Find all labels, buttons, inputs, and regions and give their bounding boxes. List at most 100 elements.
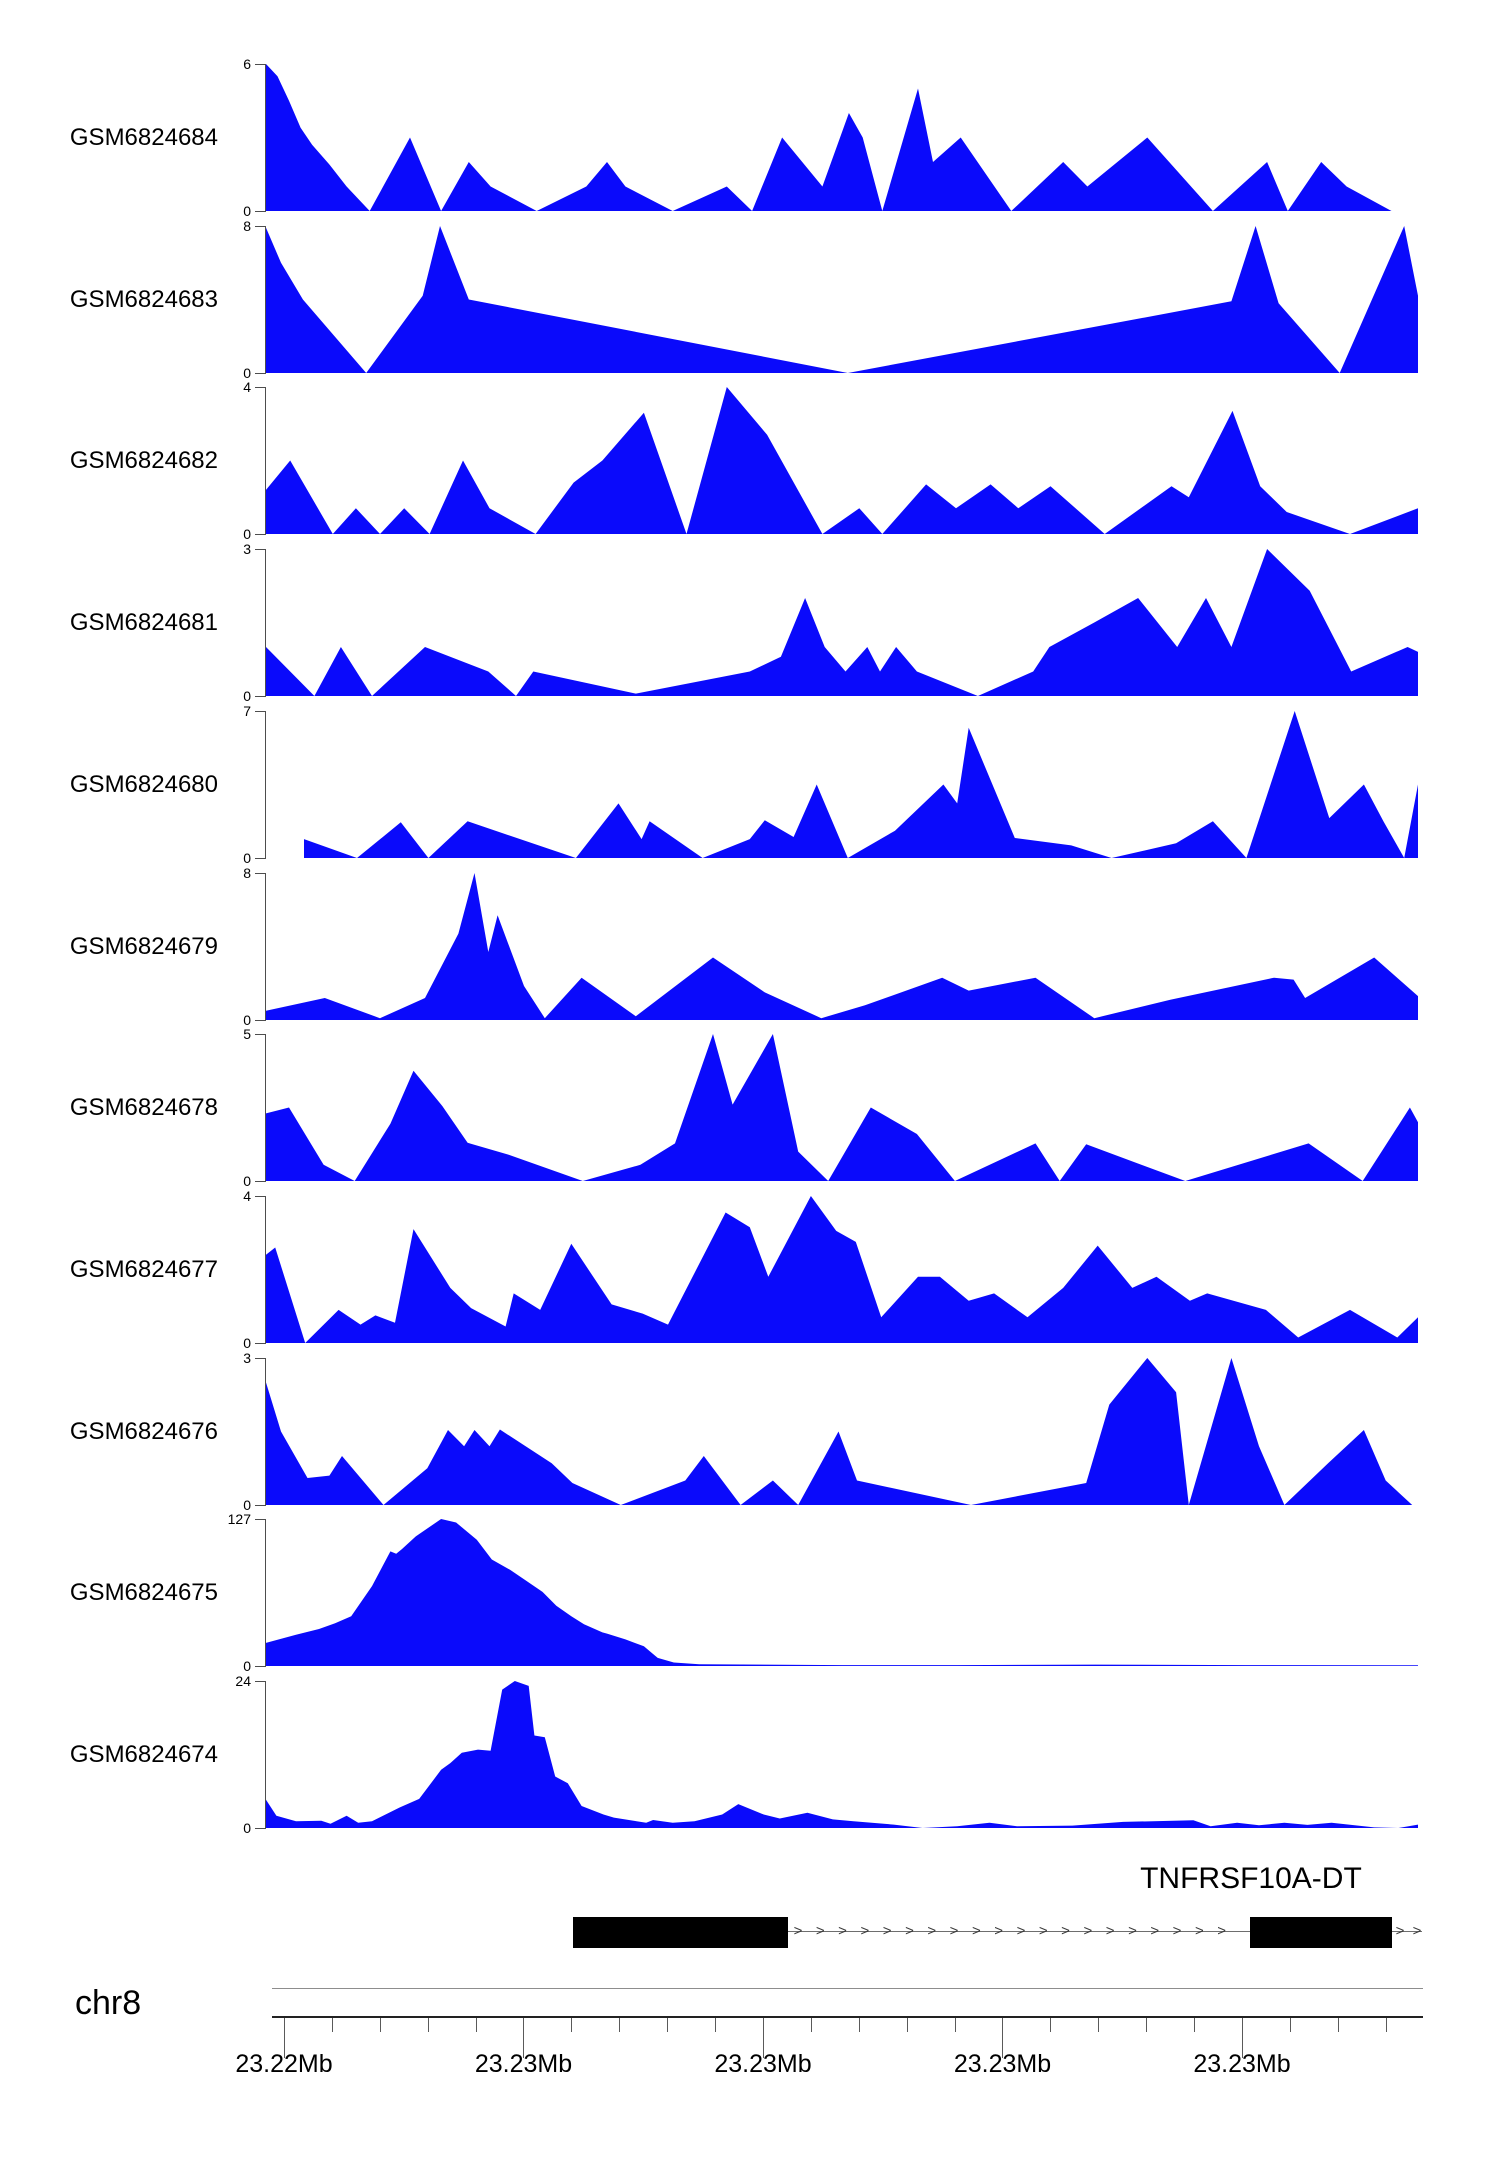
ruler-minor-tick xyxy=(331,2018,333,2032)
y-axis-top-tick xyxy=(255,873,265,874)
coverage-track-row: GSM6824683 8 0 xyxy=(0,218,1500,381)
y-axis-line xyxy=(265,387,266,535)
coverage-track-row: GSM6824681 3 0 xyxy=(0,541,1500,704)
ruler-minor-tick xyxy=(858,2018,860,2032)
coverage-signal-area xyxy=(266,1358,1413,1505)
coverage-track-row: GSM6824677 4 0 xyxy=(0,1188,1500,1351)
y-axis-top-tick xyxy=(255,1196,265,1197)
y-max-label: 3 xyxy=(243,541,251,557)
y-max-label: 24 xyxy=(235,1673,251,1689)
y-axis-top-tick xyxy=(255,1034,265,1035)
strand-arrow-icon: > xyxy=(1217,1922,1227,1940)
y-zero-label: 0 xyxy=(243,526,251,542)
strand-arrow-icon: > xyxy=(882,1922,892,1940)
strand-arrow-icon: > xyxy=(1150,1922,1160,1940)
ruler-minor-tick xyxy=(475,2018,477,2032)
y-axis-zero-tick xyxy=(255,1666,265,1667)
sample-label: GSM6824679 xyxy=(69,932,218,960)
ruler-minor-tick xyxy=(906,2018,908,2032)
y-axis-zero-tick xyxy=(255,1343,265,1344)
coverage-signal-area xyxy=(266,1681,1418,1828)
strand-arrow-icon: > xyxy=(1128,1922,1137,1940)
y-axis-line xyxy=(265,549,266,697)
strand-arrow-icon: > xyxy=(1061,1922,1070,1940)
y-axis-top-tick xyxy=(255,711,265,712)
sample-label: GSM6824675 xyxy=(69,1578,218,1606)
strand-arrow-icon: > xyxy=(1412,1922,1422,1940)
coverage-signal-area xyxy=(266,64,1392,211)
sample-label: GSM6824683 xyxy=(69,285,218,313)
y-max-label: 5 xyxy=(243,1026,251,1042)
coverage-signal-area xyxy=(266,226,1418,373)
y-axis-line xyxy=(265,711,266,859)
ruler-major-tick xyxy=(1002,2018,1004,2058)
y-axis-line xyxy=(265,1358,266,1506)
y-axis-top-tick xyxy=(255,226,265,227)
ruler-minor-tick xyxy=(427,2018,429,2032)
y-axis-line xyxy=(265,64,266,212)
ruler-minor-tick xyxy=(1337,2018,1339,2032)
coverage-signal-area xyxy=(266,1196,1418,1343)
coverage-track-row: GSM6824682 4 0 xyxy=(0,379,1500,542)
strand-arrow-icon: > xyxy=(905,1922,914,1940)
y-axis-zero-tick xyxy=(255,1181,265,1182)
y-max-label: 4 xyxy=(243,1188,251,1204)
y-max-label: 6 xyxy=(243,56,251,72)
exon-box xyxy=(573,1917,788,1948)
position-label: 23.23Mb xyxy=(474,2050,573,2078)
strand-arrow-icon: > xyxy=(1016,1922,1026,1940)
sample-label: GSM6824677 xyxy=(69,1255,218,1283)
position-label: 23.22Mb xyxy=(235,2050,333,2078)
y-max-label: 127 xyxy=(227,1511,251,1527)
y-axis-line xyxy=(265,873,266,1021)
coverage-signal-area xyxy=(266,549,1418,696)
y-max-label: 4 xyxy=(243,379,251,395)
y-axis-top-tick xyxy=(255,549,265,550)
coverage-signal-area xyxy=(266,1519,1418,1666)
y-zero-label: 0 xyxy=(243,850,251,866)
ruler-minor-tick xyxy=(571,2018,573,2032)
y-axis-zero-tick xyxy=(255,1020,265,1021)
y-zero-label: 0 xyxy=(243,1658,251,1674)
y-max-label: 8 xyxy=(243,218,251,234)
ruler-minor-tick xyxy=(667,2018,669,2032)
coverage-track-row: GSM6824684 6 0 xyxy=(0,56,1500,219)
strand-arrow-icon: > xyxy=(994,1922,1004,1940)
strand-arrow-icon: > xyxy=(1105,1922,1115,1940)
ruler-minor-tick xyxy=(715,2018,717,2032)
y-axis-zero-tick xyxy=(255,696,265,697)
y-axis-top-tick xyxy=(255,387,265,388)
y-axis-line xyxy=(265,1196,266,1344)
y-zero-label: 0 xyxy=(243,203,251,219)
coverage-track-row: GSM6824674 24 0 xyxy=(0,1673,1500,1836)
ruler-minor-tick xyxy=(1194,2018,1196,2032)
y-axis-top-tick xyxy=(255,1519,265,1520)
position-label: 23.23Mb xyxy=(953,2050,1052,2078)
y-axis-zero-tick xyxy=(255,1505,265,1506)
ruler-major-tick xyxy=(283,2018,285,2058)
ruler-minor-tick xyxy=(379,2018,381,2032)
ruler-major-tick xyxy=(1241,2018,1243,2058)
sample-label: GSM6824681 xyxy=(69,608,218,636)
ruler-axis-line xyxy=(271,2016,1423,2018)
ruler-minor-tick xyxy=(1385,2018,1387,2032)
strand-arrow-icon: > xyxy=(838,1922,847,1940)
strand-arrow-icon: > xyxy=(1194,1922,1204,1940)
coverage-signal-area xyxy=(266,1034,1418,1181)
y-axis-line xyxy=(265,1681,266,1829)
ruler-minor-tick xyxy=(1146,2018,1148,2032)
y-axis-zero-tick xyxy=(255,534,265,535)
y-axis-top-tick xyxy=(255,1358,265,1359)
strand-arrow-icon: > xyxy=(1038,1922,1048,1940)
strand-arrow-icon: > xyxy=(927,1922,937,1940)
strand-arrow-icon: > xyxy=(1395,1922,1405,1940)
sample-label: GSM6824682 xyxy=(69,446,218,474)
strand-arrow-icon: > xyxy=(860,1922,870,1940)
strand-arrow-icon: > xyxy=(815,1922,825,1940)
y-zero-label: 0 xyxy=(243,1820,251,1836)
gene-name-label: TNFRSF10A-DT xyxy=(1140,1862,1362,1895)
y-zero-label: 0 xyxy=(243,688,251,704)
y-axis-zero-tick xyxy=(255,858,265,859)
y-max-label: 7 xyxy=(243,703,251,719)
